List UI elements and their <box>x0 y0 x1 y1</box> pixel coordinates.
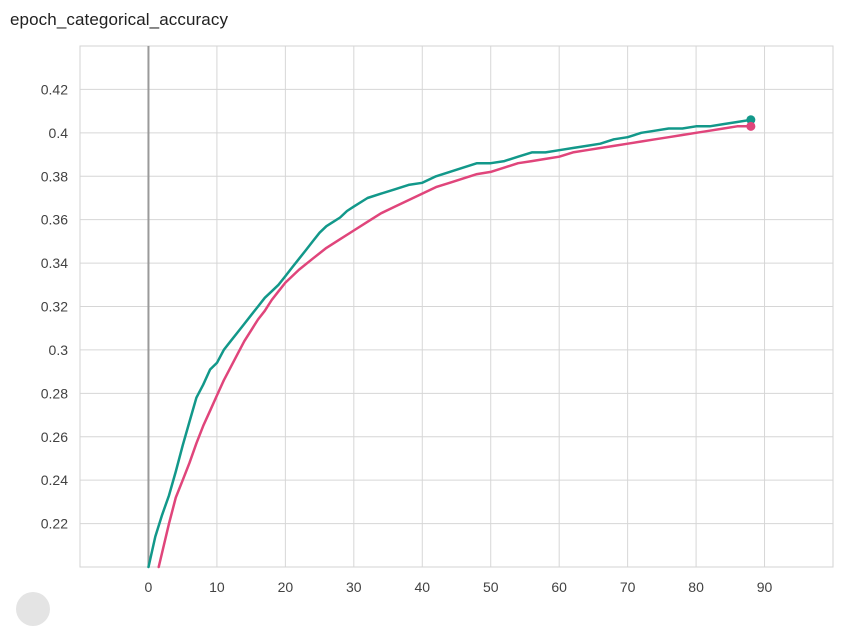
series-lines <box>147 115 756 569</box>
y-tick-label: 0.38 <box>41 168 68 184</box>
x-tick-label: 40 <box>414 579 430 595</box>
x-tick-label: 50 <box>483 579 499 595</box>
x-tick-label: 60 <box>551 579 567 595</box>
chart-title: epoch_categorical_accuracy <box>10 10 229 29</box>
series-end-point-2[interactable] <box>746 121 756 131</box>
x-tick-label: 0 <box>145 579 153 595</box>
x-tick-label: 10 <box>209 579 225 595</box>
y-tick-label: 0.34 <box>41 255 68 271</box>
series-line-2[interactable] <box>157 125 753 569</box>
chart-plot[interactable]: 0 10 20 30 40 50 60 70 80 90 0.22 0.24 0.26 0.28 0.3 0.… <box>0 0 844 603</box>
y-tick-label: 0.3 <box>49 342 69 358</box>
y-tick-label: 0.4 <box>49 125 69 141</box>
series-line-1[interactable] <box>147 118 753 569</box>
fit-domain-button[interactable] <box>16 592 50 626</box>
y-tick-label: 0.24 <box>41 472 68 488</box>
y-tick-label: 0.36 <box>41 212 68 228</box>
y-tick-label: 0.32 <box>41 299 68 315</box>
x-tick-label: 20 <box>278 579 294 595</box>
tick-labels: 0 10 20 30 40 50 60 70 80 90 0.22 0.24 0.26 0.28 0.3 0.… <box>41 81 773 595</box>
series-end-point-1[interactable] <box>746 115 756 125</box>
x-tick-label: 90 <box>757 579 773 595</box>
y-tick-label: 0.22 <box>41 516 68 532</box>
x-tick-label: 70 <box>620 579 636 595</box>
x-tick-label: 30 <box>346 579 362 595</box>
y-tick-label: 0.26 <box>41 429 68 445</box>
y-tick-label: 0.42 <box>41 81 68 97</box>
y-tick-label: 0.28 <box>41 385 68 401</box>
x-tick-label: 80 <box>688 579 704 595</box>
